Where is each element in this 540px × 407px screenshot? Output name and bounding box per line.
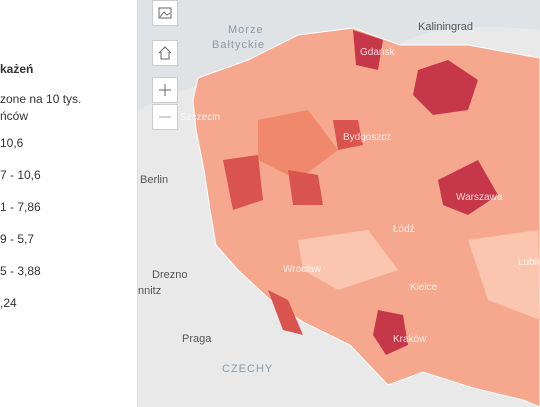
legend-item: 7 - 10,6 [0, 168, 41, 182]
legend-subtitle: zone na 10 tys. [0, 92, 82, 106]
map-label: Berlin [140, 174, 168, 186]
region [223, 155, 263, 210]
icon [159, 116, 171, 118]
map-label: Warszawa [456, 192, 503, 203]
map-label: Łódź [393, 224, 415, 235]
zoom-out-button[interactable] [152, 104, 178, 130]
map-label: Wrocław [283, 264, 322, 275]
region [288, 170, 323, 205]
sea [138, 0, 540, 110]
map-label: Lubli [518, 257, 539, 268]
icon [158, 46, 172, 60]
region [333, 120, 363, 150]
map[interactable]: Morze Bałtyckie Kaliningrad Gdańsk Szcze… [138, 0, 540, 407]
region [438, 160, 498, 215]
map-label: Drezno [152, 269, 187, 281]
legend-item: ,24 [0, 296, 17, 310]
legend-item: 1 - 7,86 [0, 200, 41, 214]
icon [158, 7, 172, 19]
map-label: Gdańsk [360, 47, 395, 58]
map-label: CZECHY [222, 363, 273, 375]
legend-item: 9 - 5,7 [0, 232, 35, 246]
region [298, 230, 398, 290]
map-label: Bałtyckie [212, 39, 265, 51]
home-button[interactable] [152, 40, 178, 66]
map-label: Morze [228, 24, 264, 36]
region [373, 310, 408, 355]
icon [159, 84, 171, 96]
legend-subtitle: ńców [0, 109, 29, 123]
map-label: nnitz [138, 285, 161, 297]
region [353, 30, 383, 70]
zoom-in-button[interactable] [152, 77, 178, 103]
region [258, 110, 338, 180]
legend-title: każeń [0, 62, 34, 76]
map-label: Bydgoszcz [343, 132, 391, 143]
legend-item: 5 - 3,88 [0, 264, 41, 278]
region [268, 290, 303, 335]
region [413, 60, 478, 115]
map-label: Kraków [393, 334, 427, 345]
map-label: Praga [182, 333, 212, 345]
legend-panel: każeń zone na 10 tys. ńców 10,6 7 - 10,6… [0, 0, 138, 407]
map-label: Kaliningrad [418, 21, 473, 33]
region [468, 230, 540, 320]
basemap-button[interactable] [152, 0, 178, 26]
map-label: Szczecin [180, 112, 220, 123]
legend-item: 10,6 [0, 136, 24, 150]
map-label: Kielce [410, 282, 438, 293]
